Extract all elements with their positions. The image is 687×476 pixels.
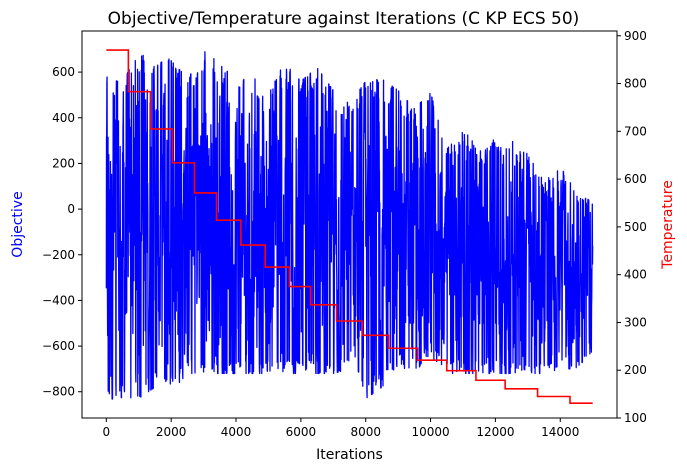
y-axis-right: 100 200 300 400 500 600 700 800 900 — [617, 29, 647, 425]
y-right-tick-label: 900 — [624, 29, 647, 43]
y-right-tick-label: 700 — [624, 124, 647, 138]
x-axis: 0 2000 4000 6000 8000 10000 12000 14000 — [102, 418, 579, 439]
y-left-tick-label: −400 — [42, 293, 75, 307]
y-left-tick-label: 600 — [52, 65, 75, 79]
plot-frame — [81, 30, 618, 419]
y-left-tick-label: 400 — [52, 111, 75, 125]
y-left-tick-label: −200 — [42, 248, 75, 262]
x-tick-label: 12000 — [476, 425, 514, 439]
x-tick-label: 2000 — [156, 425, 187, 439]
y-left-tick-label: −800 — [42, 385, 75, 399]
y-axis-right-label: Temperature — [660, 180, 676, 270]
x-tick-label: 8000 — [350, 425, 381, 439]
y-right-tick-label: 400 — [624, 268, 647, 282]
chart-title: Objective/Temperature against Iterations… — [108, 9, 580, 29]
y-right-tick-label: 800 — [624, 77, 647, 91]
y-right-tick-label: 300 — [624, 315, 647, 329]
x-tick-label: 6000 — [286, 425, 317, 439]
x-tick-label: 4000 — [221, 425, 252, 439]
temperature-line — [106, 49, 593, 404]
y-right-tick-label: 200 — [624, 363, 647, 377]
y-right-tick-label: 600 — [624, 172, 647, 186]
y-right-tick-label: 500 — [624, 220, 647, 234]
y-left-tick-label: 0 — [67, 202, 75, 216]
objective-line — [105, 51, 594, 400]
x-tick-label: 0 — [102, 425, 110, 439]
y-axis-left: −800 −600 −400 −200 0 200 400 600 — [42, 65, 82, 399]
x-tick-label: 14000 — [541, 425, 579, 439]
y-axis-left-label: Objective — [10, 191, 26, 257]
y-left-tick-label: −600 — [42, 339, 75, 353]
y-left-tick-label: 200 — [52, 156, 75, 170]
x-tick-label: 10000 — [411, 425, 449, 439]
y-right-tick-label: 100 — [624, 411, 647, 425]
objective-series-layer — [105, 51, 594, 400]
temperature-series-layer — [106, 49, 593, 404]
x-axis-label: Iterations — [316, 447, 383, 463]
